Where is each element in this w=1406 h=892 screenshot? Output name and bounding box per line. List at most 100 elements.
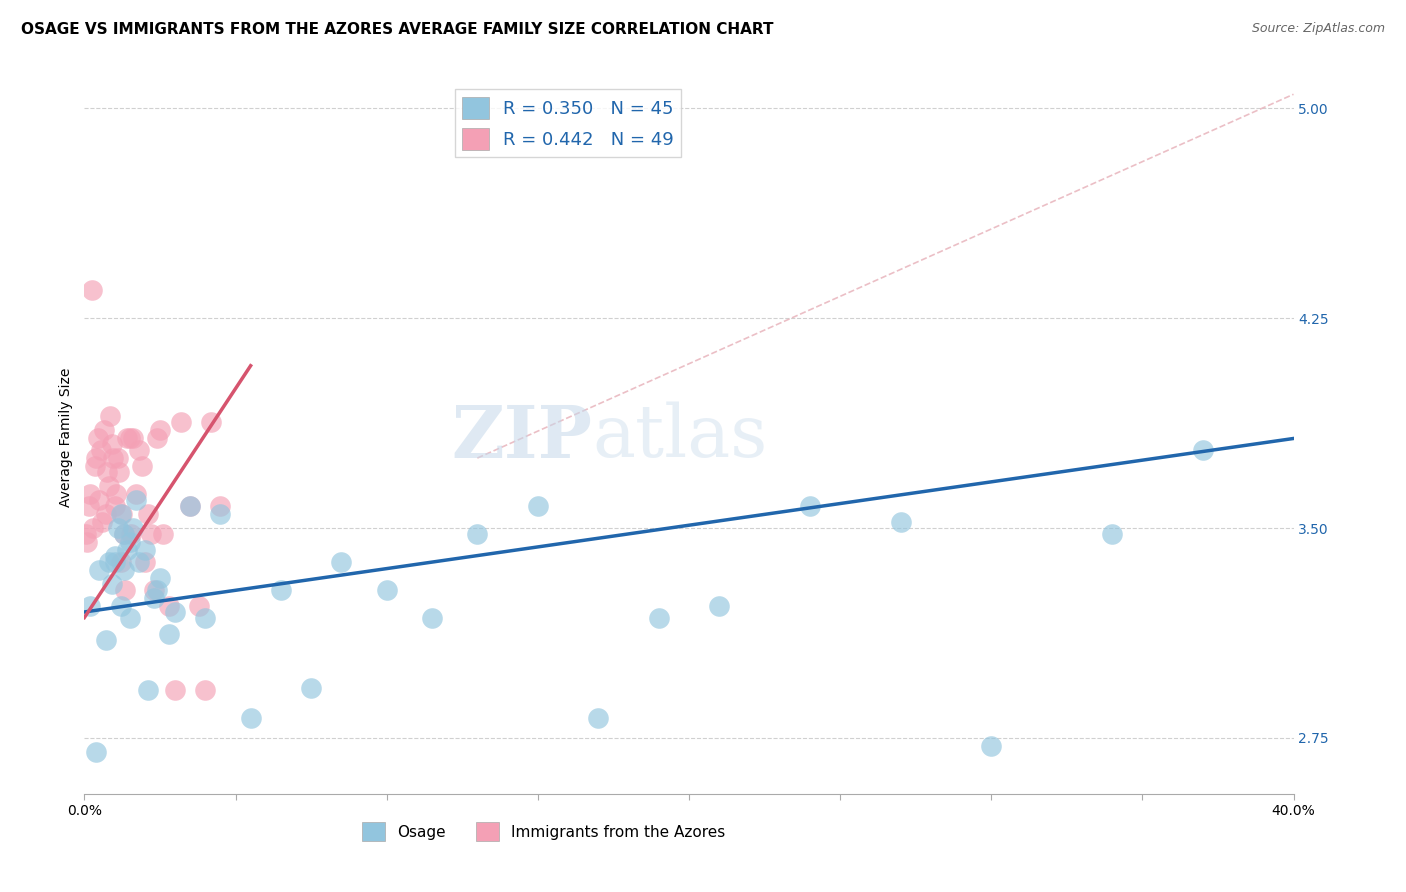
Point xyxy=(107,451,129,466)
Point xyxy=(97,555,120,569)
Point xyxy=(157,599,180,614)
Point xyxy=(112,563,135,577)
Point xyxy=(128,442,150,457)
Point xyxy=(165,605,187,619)
Point xyxy=(165,683,187,698)
Point xyxy=(709,599,731,614)
Point xyxy=(110,555,132,569)
Point xyxy=(107,521,129,535)
Point xyxy=(76,535,98,549)
Point xyxy=(121,432,143,446)
Point xyxy=(125,493,148,508)
Point xyxy=(93,423,115,437)
Point xyxy=(84,459,107,474)
Point xyxy=(375,582,398,597)
Point xyxy=(152,526,174,541)
Point xyxy=(118,535,141,549)
Point xyxy=(115,432,138,446)
Point xyxy=(142,582,165,597)
Point xyxy=(149,571,172,585)
Point xyxy=(108,465,131,479)
Point xyxy=(131,459,153,474)
Point xyxy=(1192,442,1215,457)
Point xyxy=(89,563,111,577)
Point xyxy=(142,591,165,605)
Point xyxy=(1101,526,1123,541)
Point xyxy=(648,610,671,624)
Text: atlas: atlas xyxy=(592,401,768,473)
Point xyxy=(97,479,120,493)
Point xyxy=(209,499,232,513)
Point xyxy=(98,409,121,423)
Point xyxy=(104,549,127,563)
Point xyxy=(121,521,143,535)
Point xyxy=(111,507,134,521)
Point xyxy=(115,543,138,558)
Point xyxy=(79,487,101,501)
Point xyxy=(100,437,122,451)
Point xyxy=(136,507,159,521)
Point xyxy=(112,526,135,541)
Point xyxy=(96,465,118,479)
Text: OSAGE VS IMMIGRANTS FROM THE AZORES AVERAGE FAMILY SIZE CORRELATION CHART: OSAGE VS IMMIGRANTS FROM THE AZORES AVER… xyxy=(21,22,773,37)
Point xyxy=(110,507,132,521)
Point xyxy=(239,711,262,725)
Point xyxy=(80,283,103,297)
Point xyxy=(146,432,169,446)
Point xyxy=(104,499,127,513)
Point xyxy=(104,555,127,569)
Text: Source: ZipAtlas.com: Source: ZipAtlas.com xyxy=(1251,22,1385,36)
Point xyxy=(139,526,162,541)
Point xyxy=(118,610,141,624)
Point xyxy=(128,555,150,569)
Point xyxy=(94,632,117,647)
Point xyxy=(209,507,232,521)
Point xyxy=(134,543,156,558)
Point xyxy=(82,521,104,535)
Point xyxy=(270,582,292,597)
Point xyxy=(200,415,222,429)
Text: ZIP: ZIP xyxy=(451,401,592,473)
Point xyxy=(136,683,159,698)
Point xyxy=(134,555,156,569)
Point xyxy=(79,599,101,614)
Point xyxy=(91,516,114,530)
Point xyxy=(527,499,550,513)
Point xyxy=(90,442,112,457)
Point xyxy=(101,451,124,466)
Point xyxy=(330,555,353,569)
Y-axis label: Average Family Size: Average Family Size xyxy=(59,368,73,507)
Point xyxy=(75,526,97,541)
Point xyxy=(890,516,912,530)
Point xyxy=(94,507,117,521)
Point xyxy=(157,627,180,641)
Point xyxy=(170,415,193,429)
Point xyxy=(87,432,110,446)
Point xyxy=(799,499,821,513)
Point xyxy=(125,487,148,501)
Point xyxy=(467,526,489,541)
Point xyxy=(100,577,122,591)
Point xyxy=(105,487,128,501)
Legend: Osage, Immigrants from the Azores: Osage, Immigrants from the Azores xyxy=(356,816,731,847)
Point xyxy=(179,499,201,513)
Point xyxy=(194,610,217,624)
Point xyxy=(77,499,100,513)
Point xyxy=(110,599,132,614)
Point xyxy=(588,711,610,725)
Point xyxy=(146,582,169,597)
Point xyxy=(980,739,1002,754)
Point xyxy=(188,599,211,614)
Point xyxy=(89,493,111,508)
Point xyxy=(114,582,136,597)
Point xyxy=(194,683,217,698)
Point xyxy=(120,526,142,541)
Point xyxy=(118,432,141,446)
Point xyxy=(149,423,172,437)
Point xyxy=(420,610,443,624)
Point xyxy=(112,526,135,541)
Point xyxy=(86,745,108,759)
Point xyxy=(86,451,108,466)
Point xyxy=(299,681,322,695)
Point xyxy=(179,499,201,513)
